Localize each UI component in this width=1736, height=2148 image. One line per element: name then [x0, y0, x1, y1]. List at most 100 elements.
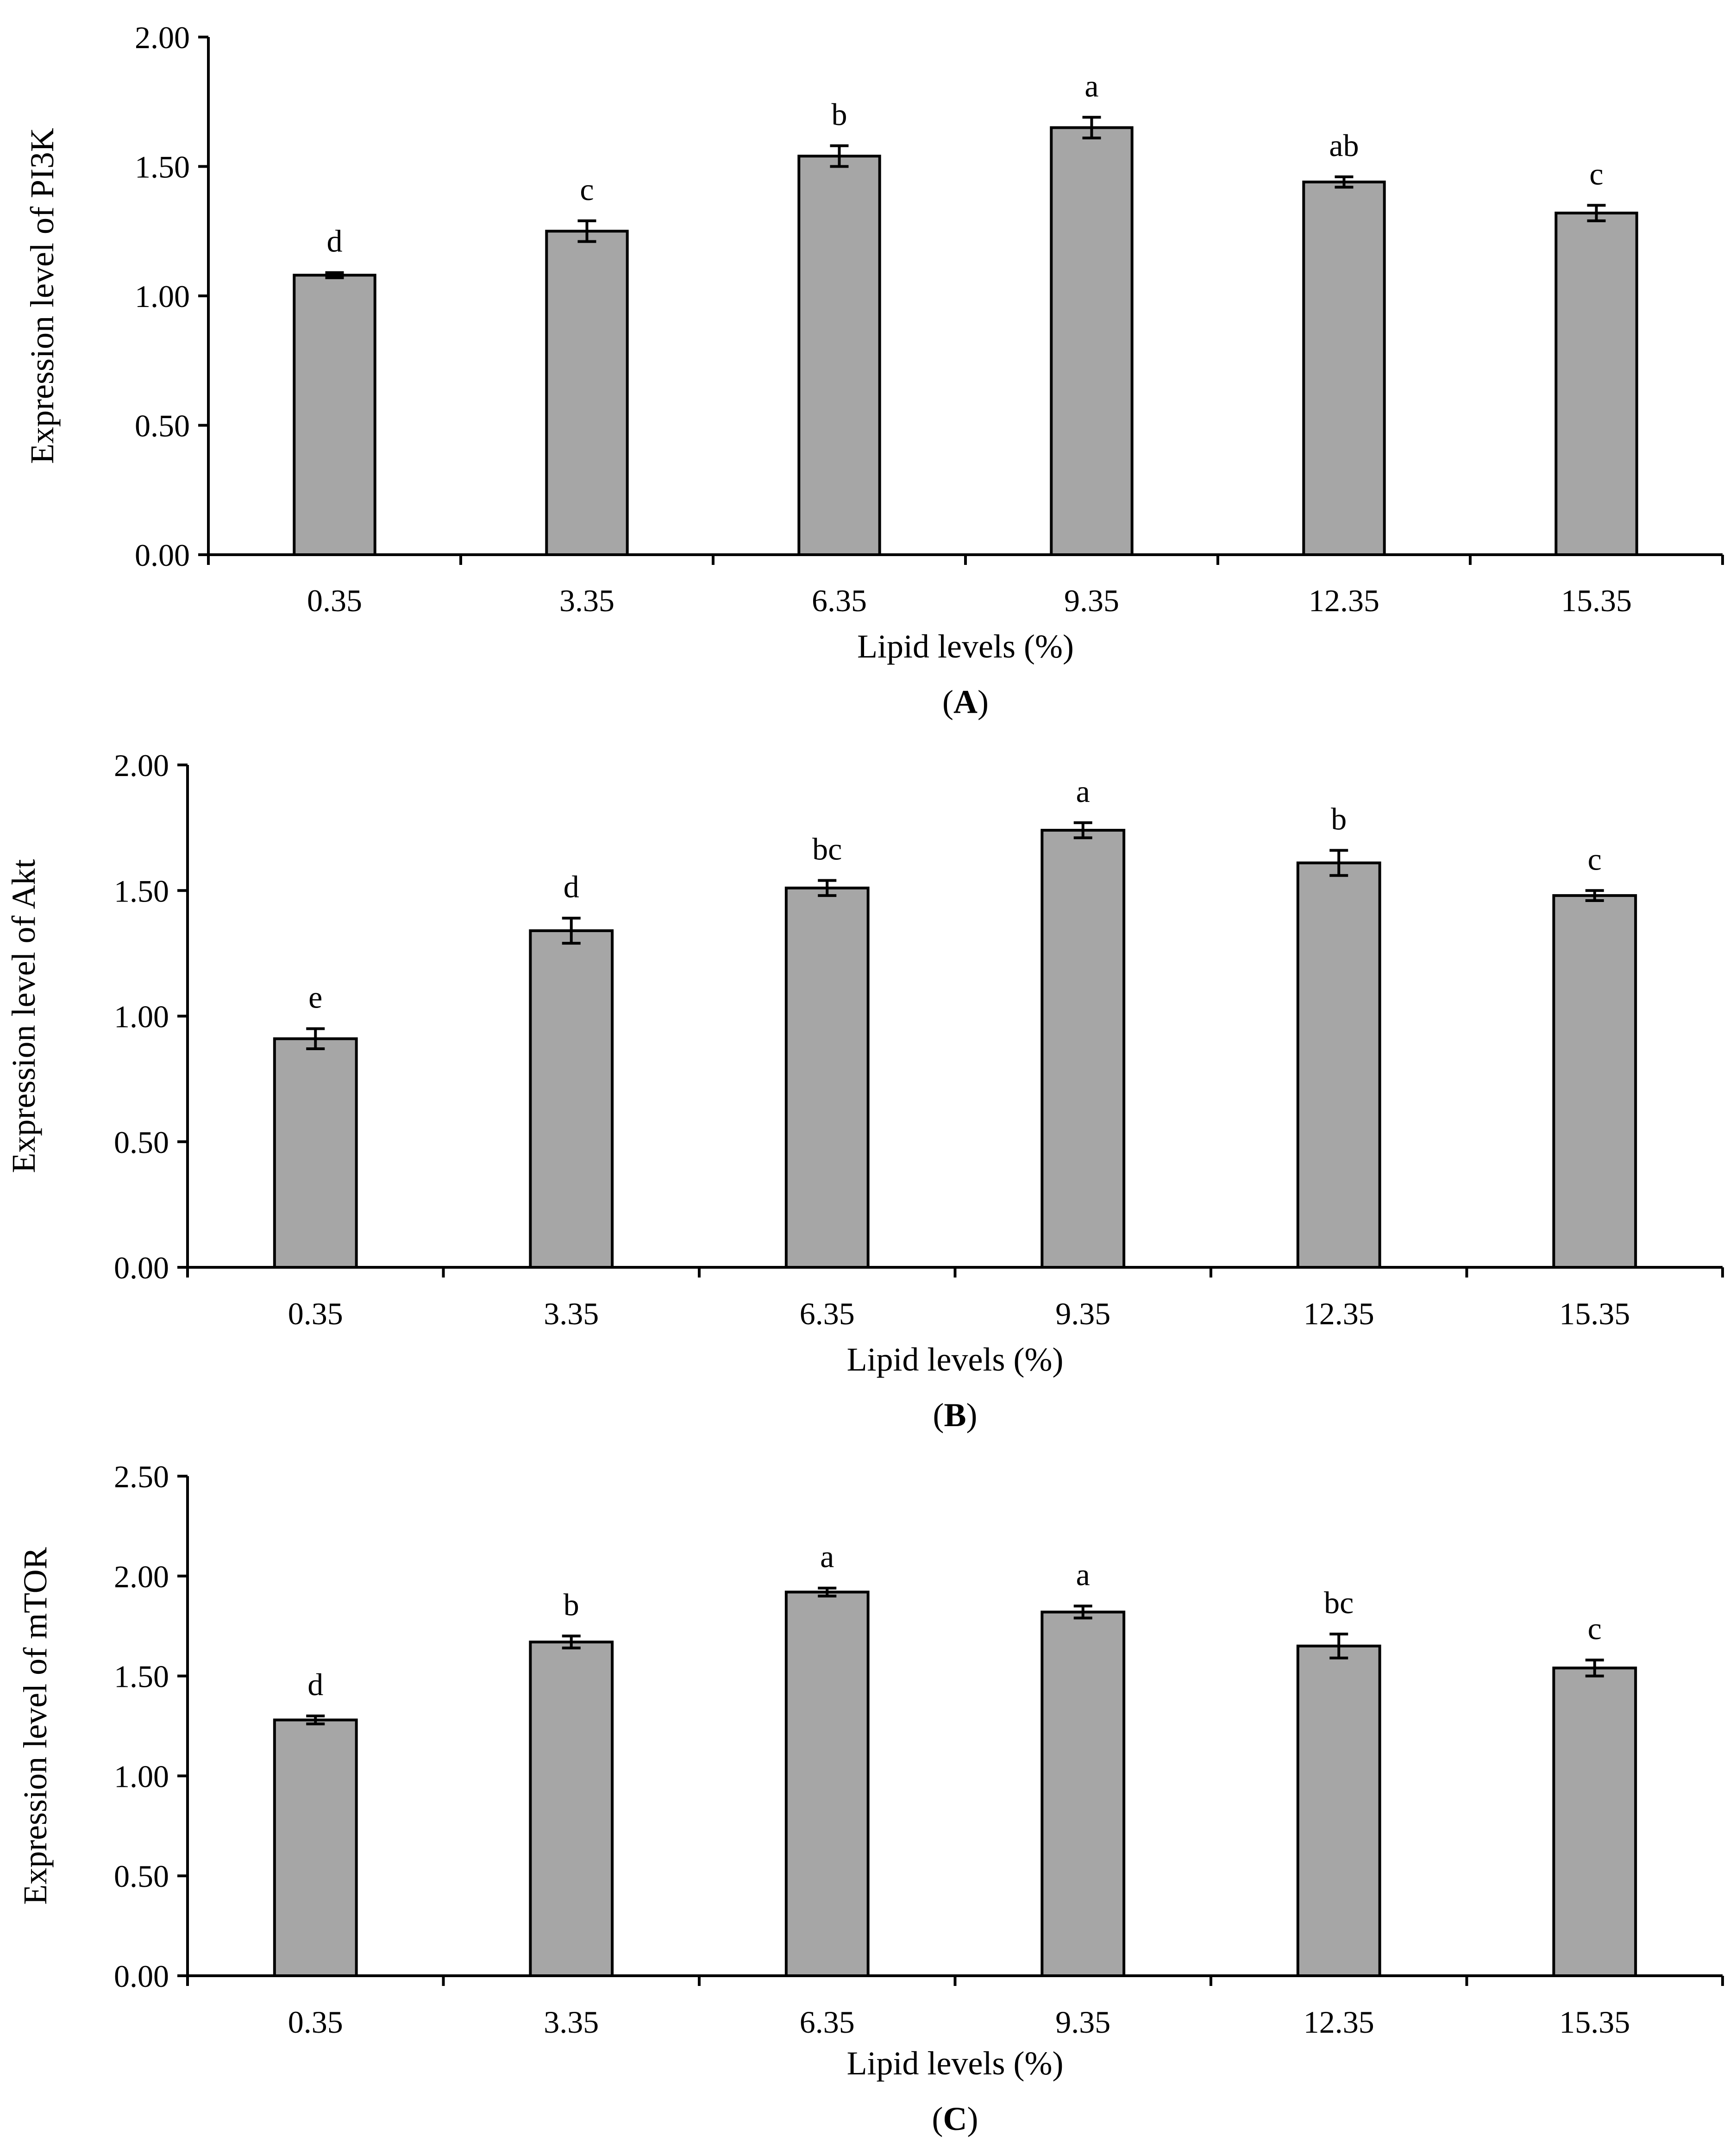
bar-9.35 [1040, 1610, 1126, 1978]
x-tick-label: 12.35 [1304, 1296, 1374, 1331]
bar-12.35 [1296, 1644, 1381, 1978]
error-bar [1329, 849, 1348, 877]
significance-label: c [1588, 841, 1602, 877]
y-axis-title: Expression level of mTOR [17, 1547, 54, 1905]
caption-close-paren: ) [978, 683, 989, 720]
x-tick-label: 3.35 [559, 583, 614, 618]
error-bar [1335, 175, 1354, 189]
x-tick-label: 0.35 [288, 1296, 343, 1331]
error-bar [1329, 1632, 1348, 1660]
error-bar [1082, 116, 1101, 140]
x-tick-label: 15.35 [1559, 1296, 1630, 1331]
chart-panel-c: 0.00 0.50 1.00 1.50 2.00 2.50 d 0.35 b 3.35 a 6.35 a… [17, 1459, 1724, 2137]
error-bar [1073, 821, 1092, 839]
significance-label: b [1331, 801, 1347, 836]
bar-0.35 [273, 1718, 358, 1977]
panel-letter: C [943, 2100, 967, 2137]
bar-6.35 [784, 1591, 870, 1977]
bar-9.35 [1050, 126, 1134, 556]
bar-9.35 [1040, 829, 1126, 1269]
y-tick-label: 2.00 [135, 20, 190, 55]
x-tick-label: 6.35 [812, 583, 867, 618]
bar-15.35 [1554, 212, 1638, 556]
x-tick-label: 3.35 [544, 2004, 599, 2040]
x-tick-label: 12.35 [1304, 2004, 1374, 2040]
bar-15.35 [1552, 1666, 1637, 1977]
x-tick-label: 9.35 [1055, 1296, 1110, 1331]
x-tick-label: 6.35 [800, 1296, 855, 1331]
y-tick-label: 0.00 [114, 1959, 169, 1994]
significance-label: d [564, 869, 579, 904]
error-bar [577, 219, 596, 243]
error-bar [1585, 889, 1604, 902]
panel-letter: A [953, 683, 978, 720]
x-axis-title: Lipid levels (%) [847, 2045, 1064, 2082]
y-axis-title: Expression level of PI3K [24, 128, 61, 464]
y-tick-label: 2.00 [114, 748, 169, 783]
significance-label: d [327, 224, 343, 259]
y-tick-label: 1.00 [114, 1759, 169, 1794]
caption-open-paren: ( [933, 1397, 944, 1434]
x-axis-title: Lipid levels (%) [847, 1341, 1064, 1378]
caption-open-paren: ( [932, 2100, 943, 2137]
bar-6.35 [797, 155, 881, 556]
y-tick-label: 1.50 [114, 1659, 169, 1694]
x-tick-label: 9.35 [1064, 583, 1119, 618]
y-tick-label: 0.00 [135, 538, 190, 573]
chart-panel-b: 0.000.501.001.502.00e0.35d3.35bc6.35a9.3… [5, 748, 1724, 1434]
bar-12.35 [1296, 861, 1381, 1269]
x-axis-title: Lipid levels (%) [857, 628, 1074, 665]
significance-label: b [564, 1587, 579, 1622]
y-tick-label: 1.00 [114, 999, 169, 1034]
y-tick-label: 1.00 [135, 279, 190, 314]
error-bar [306, 1027, 325, 1051]
bar-6.35 [784, 886, 870, 1269]
error-bar [325, 271, 344, 279]
y-tick-label: 0.00 [114, 1250, 169, 1285]
y-tick-label: 1.50 [114, 873, 169, 908]
error-bar [1587, 204, 1606, 222]
bar-0.35 [293, 274, 376, 556]
error-bar [1585, 1659, 1604, 1678]
significance-label: c [1588, 1611, 1602, 1646]
significance-label: a [820, 1539, 834, 1574]
caption-close-paren: ) [966, 1397, 978, 1434]
x-tick-label: 15.35 [1559, 2004, 1630, 2040]
significance-label: d [307, 1667, 323, 1702]
significance-label: ab [1329, 128, 1359, 163]
error-bar [818, 879, 837, 897]
error-bar [306, 1714, 325, 1726]
significance-label: a [1076, 774, 1090, 809]
significance-label: a [1076, 1557, 1090, 1592]
x-tick-label: 15.35 [1561, 583, 1632, 618]
y-tick-label: 0.50 [135, 408, 190, 444]
error-bar [1073, 1604, 1092, 1620]
significance-label: e [308, 980, 322, 1015]
y-tick-label: 0.50 [114, 1125, 169, 1160]
bar-15.35 [1552, 894, 1637, 1269]
chart-panel-a: 0.00 0.50 1.00 1.50 2.00 d 0.35 c 3.35 b 6.35 a 9.35… [24, 20, 1724, 720]
y-axis-title: Expression level of Akt [5, 859, 42, 1173]
panel-caption: (C) [932, 2100, 978, 2137]
caption-open-paren: ( [942, 683, 953, 720]
y-tick-label: 1.50 [135, 150, 190, 185]
error-bar [818, 1586, 837, 1597]
significance-label: bc [812, 832, 842, 867]
x-tick-label: 9.35 [1055, 2004, 1110, 2040]
panel-caption: (A) [942, 683, 989, 720]
y-tick-label: 2.00 [114, 1559, 169, 1594]
bar-3.35 [545, 230, 629, 556]
significance-label: a [1084, 68, 1098, 103]
y-tick-label: 2.50 [114, 1459, 169, 1494]
error-bar [830, 144, 849, 168]
significance-label: c [1589, 156, 1603, 191]
error-bar [562, 916, 581, 945]
x-tick-label: 6.35 [800, 2004, 855, 2040]
y-tick-label: 0.50 [114, 1859, 169, 1894]
x-tick-label: 12.35 [1309, 583, 1379, 618]
panel-letter: B [944, 1397, 966, 1434]
significance-label: bc [1324, 1585, 1354, 1620]
bar-3.35 [529, 1641, 614, 1977]
bar-3.35 [529, 929, 614, 1269]
